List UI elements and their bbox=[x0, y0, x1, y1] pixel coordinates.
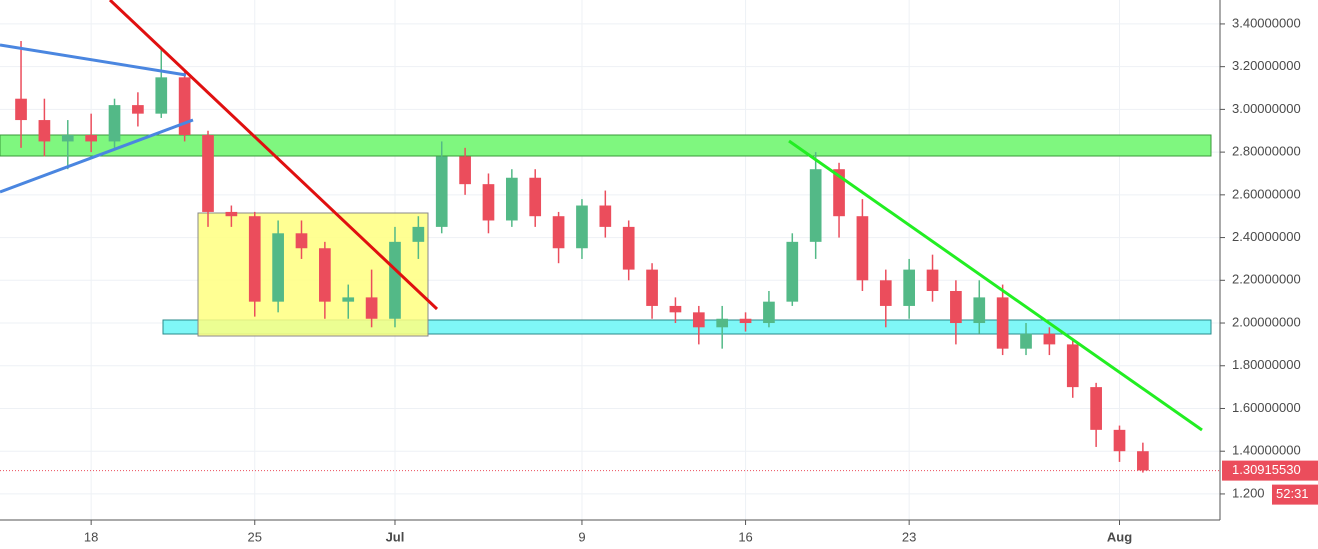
candle-body bbox=[61, 135, 74, 142]
candle-body bbox=[1020, 333, 1032, 349]
y-tick-label: 1.60000000 bbox=[1232, 400, 1301, 415]
x-tick-label: Jul bbox=[386, 529, 405, 544]
trendline bbox=[0, 43, 187, 77]
y-tick-label: 3.40000000 bbox=[1232, 15, 1301, 30]
x-tick-label: 18 bbox=[84, 529, 98, 544]
candle-body bbox=[155, 77, 168, 114]
candle-body bbox=[996, 297, 1009, 349]
candle-body bbox=[926, 269, 939, 291]
candle-body bbox=[903, 269, 915, 306]
candle-body bbox=[529, 177, 542, 217]
candle-body bbox=[973, 297, 986, 324]
trendline bbox=[788, 139, 1203, 432]
candle-body bbox=[482, 184, 495, 221]
candle-body bbox=[763, 301, 775, 324]
y-tick-label: 2.60000000 bbox=[1232, 186, 1301, 201]
candle-body bbox=[85, 135, 97, 142]
candle-body bbox=[1043, 333, 1056, 345]
candle-body bbox=[505, 177, 518, 221]
candle-body bbox=[225, 211, 238, 217]
candle-body bbox=[879, 280, 892, 306]
candle-body bbox=[622, 226, 635, 270]
candle-body bbox=[950, 290, 962, 324]
candle-body bbox=[295, 233, 308, 249]
candle-body bbox=[692, 312, 705, 328]
candle-body bbox=[1066, 344, 1079, 388]
candle-body bbox=[319, 248, 331, 302]
candle-body bbox=[856, 216, 869, 281]
y-tick-label: 1.80000000 bbox=[1232, 357, 1301, 372]
candle-body bbox=[365, 297, 378, 319]
candle-body bbox=[646, 269, 658, 306]
axes: 1.200 1.40000000 1.60000000 1.80000000 2.000… bbox=[0, 15, 1318, 544]
candle-body bbox=[576, 205, 588, 249]
y-tick-label: 2.00000000 bbox=[1232, 314, 1301, 329]
y-tick-label: 3.00000000 bbox=[1232, 101, 1301, 116]
candle-body bbox=[389, 241, 401, 319]
candle-body bbox=[178, 77, 191, 136]
candle-body bbox=[786, 241, 799, 302]
trendline bbox=[0, 118, 194, 194]
candle-body bbox=[38, 120, 51, 142]
x-tick-label: 25 bbox=[248, 529, 262, 544]
candle-body bbox=[552, 216, 565, 249]
x-tick-label: 16 bbox=[738, 529, 752, 544]
candle-body bbox=[412, 226, 425, 242]
candle-body bbox=[132, 105, 144, 114]
candle-body bbox=[435, 156, 448, 227]
candle-body bbox=[809, 169, 822, 242]
candle-body bbox=[248, 216, 261, 302]
y-tick-label: 2.80000000 bbox=[1232, 144, 1301, 159]
candle-body bbox=[272, 233, 284, 302]
candle-body bbox=[669, 305, 682, 313]
x-tick-label: 23 bbox=[902, 529, 916, 544]
trendlines bbox=[0, 0, 1203, 432]
candle-body bbox=[1137, 451, 1149, 471]
candle-body bbox=[342, 297, 355, 302]
price-label-box bbox=[1222, 460, 1318, 481]
y-tick-label: 2.20000000 bbox=[1232, 272, 1301, 287]
price-label: 1.30915530 bbox=[1232, 462, 1301, 477]
candle-body bbox=[108, 105, 121, 142]
candle-body bbox=[15, 98, 27, 121]
candle-body bbox=[833, 169, 845, 217]
y-tick-label: 1.200 bbox=[1232, 485, 1265, 500]
x-tick-label: Aug bbox=[1107, 529, 1132, 544]
resistance-zone bbox=[0, 134, 1212, 157]
candle-body bbox=[459, 156, 471, 185]
x-tick-label: 9 bbox=[578, 529, 585, 544]
candle-body bbox=[1090, 387, 1102, 430]
candle-body bbox=[202, 135, 214, 212]
candle-body bbox=[739, 318, 752, 324]
candles bbox=[15, 41, 1149, 473]
candle-body bbox=[716, 318, 729, 328]
countdown: 52:31 bbox=[1276, 486, 1309, 501]
y-tick-label: 3.20000000 bbox=[1232, 58, 1301, 73]
y-tick-label: 1.40000000 bbox=[1232, 443, 1301, 458]
y-tick-label: 2.40000000 bbox=[1232, 229, 1301, 244]
candle-body bbox=[599, 205, 612, 227]
candle-body bbox=[1113, 429, 1126, 452]
trendline bbox=[108, 0, 439, 311]
countdown-box bbox=[1272, 484, 1318, 505]
